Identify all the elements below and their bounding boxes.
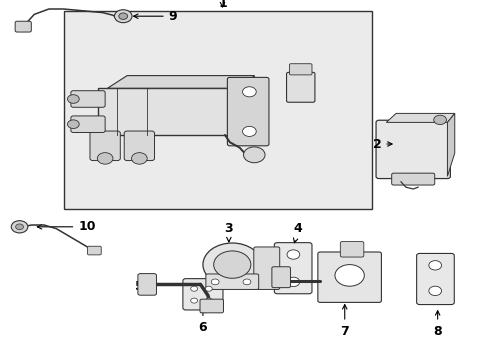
Text: 7: 7 xyxy=(340,305,348,338)
Circle shape xyxy=(67,120,79,129)
Circle shape xyxy=(67,95,79,103)
FancyBboxPatch shape xyxy=(375,120,449,179)
Circle shape xyxy=(286,277,299,287)
Circle shape xyxy=(205,298,212,303)
FancyBboxPatch shape xyxy=(289,64,311,75)
Bar xyxy=(63,11,371,209)
Text: 4: 4 xyxy=(293,222,302,243)
FancyBboxPatch shape xyxy=(271,267,290,288)
Circle shape xyxy=(243,147,264,163)
Circle shape xyxy=(286,250,299,259)
Circle shape xyxy=(428,261,441,270)
Text: 8: 8 xyxy=(432,311,441,338)
FancyBboxPatch shape xyxy=(15,21,31,32)
FancyBboxPatch shape xyxy=(200,299,223,313)
Circle shape xyxy=(211,279,219,285)
Circle shape xyxy=(131,153,147,164)
Circle shape xyxy=(205,286,212,291)
FancyBboxPatch shape xyxy=(71,116,105,132)
Text: 10: 10 xyxy=(37,220,96,233)
Circle shape xyxy=(190,286,197,291)
FancyBboxPatch shape xyxy=(391,173,434,185)
FancyBboxPatch shape xyxy=(71,91,105,107)
Circle shape xyxy=(334,265,364,286)
Circle shape xyxy=(119,13,127,19)
Text: 3: 3 xyxy=(224,222,233,242)
Text: 2: 2 xyxy=(372,138,391,150)
FancyBboxPatch shape xyxy=(274,243,311,294)
FancyBboxPatch shape xyxy=(416,253,453,305)
Polygon shape xyxy=(244,76,254,135)
Circle shape xyxy=(242,87,256,97)
Circle shape xyxy=(16,224,23,230)
FancyBboxPatch shape xyxy=(340,242,363,257)
FancyBboxPatch shape xyxy=(138,274,156,295)
Circle shape xyxy=(243,279,250,285)
Circle shape xyxy=(97,153,113,164)
Circle shape xyxy=(190,298,197,303)
FancyBboxPatch shape xyxy=(253,247,279,289)
Circle shape xyxy=(213,251,250,278)
FancyBboxPatch shape xyxy=(205,274,258,289)
FancyBboxPatch shape xyxy=(183,279,223,310)
Circle shape xyxy=(433,115,446,125)
Text: 5: 5 xyxy=(135,280,149,293)
Polygon shape xyxy=(386,113,454,122)
FancyBboxPatch shape xyxy=(124,131,154,161)
FancyBboxPatch shape xyxy=(227,77,268,146)
FancyBboxPatch shape xyxy=(98,88,244,135)
FancyBboxPatch shape xyxy=(286,72,314,102)
Circle shape xyxy=(11,221,28,233)
Polygon shape xyxy=(107,76,254,88)
FancyBboxPatch shape xyxy=(90,131,120,161)
Polygon shape xyxy=(447,113,454,176)
Circle shape xyxy=(114,10,132,23)
Circle shape xyxy=(428,286,441,296)
FancyBboxPatch shape xyxy=(87,246,101,255)
Text: 6: 6 xyxy=(198,308,207,334)
Text: 9: 9 xyxy=(133,10,177,23)
Circle shape xyxy=(242,126,256,136)
FancyBboxPatch shape xyxy=(317,252,381,302)
Text: 1: 1 xyxy=(218,0,226,10)
Circle shape xyxy=(203,243,261,286)
